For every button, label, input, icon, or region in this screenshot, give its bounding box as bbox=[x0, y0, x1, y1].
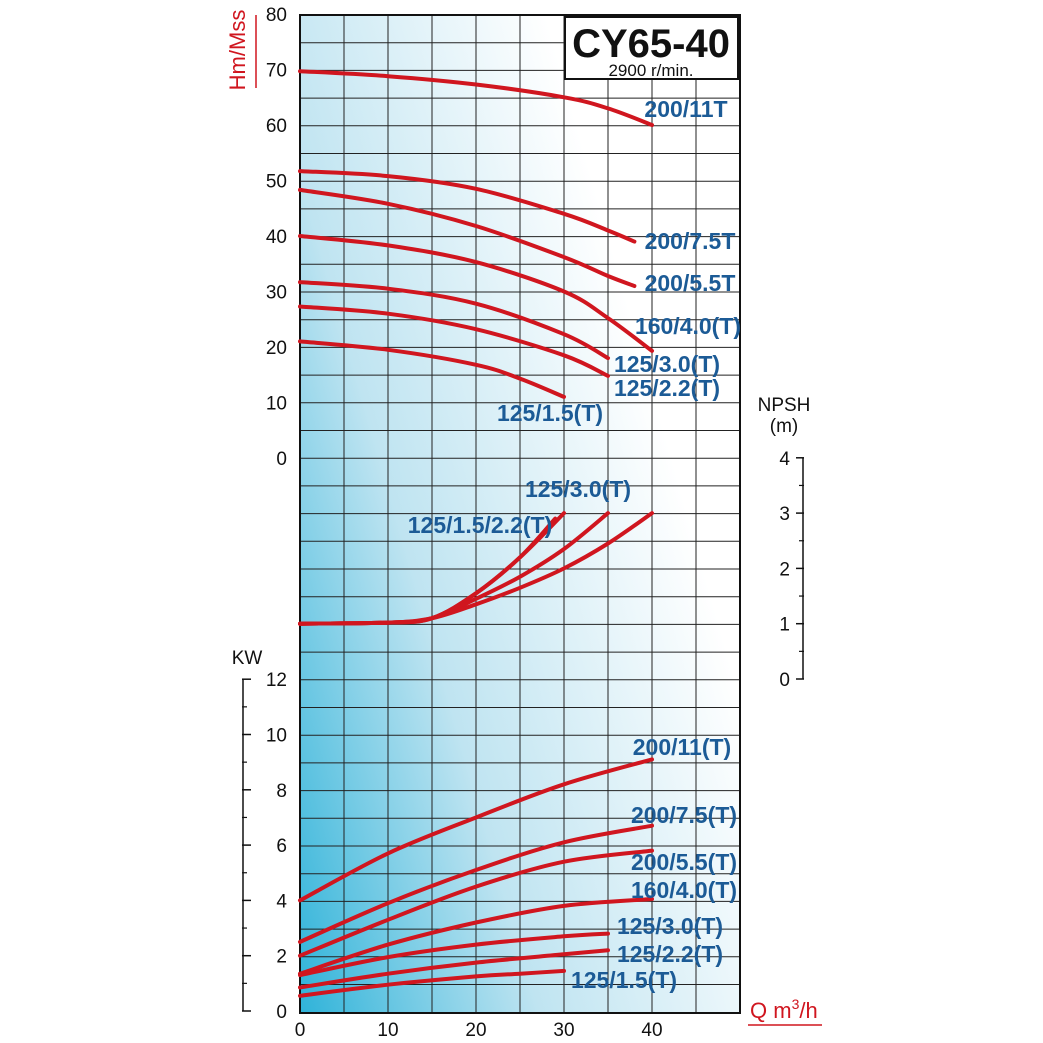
curve-labels: 200/11T 200/7.5T 200/5.5T 160/4.0(T) 125/3.0… bbox=[408, 96, 741, 993]
head-tick-label: 60 bbox=[266, 116, 287, 137]
head-tick-label: 10 bbox=[266, 394, 287, 415]
power-curve-label: 200/7.5(T) bbox=[631, 802, 737, 828]
flow-axis-title-sup: 3 bbox=[792, 996, 800, 1012]
power-curve bbox=[298, 931, 610, 978]
head-curve-label: 160/4.0(T) bbox=[635, 313, 741, 339]
flow-tick-label: 40 bbox=[641, 1020, 662, 1041]
power-curve bbox=[298, 823, 654, 944]
head-curve bbox=[298, 234, 654, 353]
power-curve-label: 125/2.2(T) bbox=[617, 941, 723, 967]
head-curve-label: 200/7.5T bbox=[645, 228, 736, 254]
model-title: CY65-40 bbox=[572, 22, 730, 66]
flow-axis-title: Q m3/h bbox=[750, 996, 818, 1023]
head-curve bbox=[298, 304, 610, 378]
power-axis-title: KW bbox=[232, 648, 263, 669]
power-tick-label: 12 bbox=[266, 670, 287, 691]
power-curve-label: 200/5.5(T) bbox=[631, 849, 737, 875]
model-speed: 2900 r/min. bbox=[608, 61, 693, 80]
head-curve-label: 200/5.5T bbox=[645, 270, 736, 296]
head-curve-label: 125/2.2(T) bbox=[614, 375, 720, 401]
head-tick-label: 20 bbox=[266, 338, 287, 359]
power-tick-label: 0 bbox=[276, 1002, 287, 1023]
curves bbox=[298, 69, 654, 998]
head-tick-label: 70 bbox=[266, 61, 287, 82]
power-curve-label: 125/1.5(T) bbox=[571, 967, 677, 993]
head-tick-label: 30 bbox=[266, 283, 287, 304]
power-curve bbox=[298, 968, 566, 998]
power-curve bbox=[298, 948, 610, 990]
power-tick-label: 2 bbox=[276, 947, 287, 968]
head-curve bbox=[298, 280, 610, 361]
power-curve-label: 200/11(T) bbox=[633, 734, 731, 760]
power-tick-label: 6 bbox=[276, 836, 287, 857]
head-tick-label: 50 bbox=[266, 172, 287, 193]
power-tick-label: 8 bbox=[276, 781, 287, 802]
head-curve-label: 200/11T bbox=[644, 96, 727, 122]
head-axis-title: Hm/Mss bbox=[225, 10, 250, 91]
npsh-tick-label: 3 bbox=[779, 504, 790, 525]
plot-border bbox=[299, 14, 741, 1014]
flow-axis-title-tail: /h bbox=[799, 998, 817, 1023]
npsh-tick-label: 4 bbox=[779, 449, 790, 470]
flow-axis-title-main: Q m bbox=[750, 998, 792, 1023]
head-curve-label: 125/1.5(T) bbox=[497, 400, 603, 426]
flow-tick-label: 30 bbox=[553, 1020, 574, 1041]
flow-tick-label: 10 bbox=[377, 1020, 398, 1041]
npsh-tick-label: 2 bbox=[779, 559, 790, 580]
power-curve bbox=[298, 757, 654, 903]
head-tick-label: 40 bbox=[266, 227, 287, 248]
flow-tick-label: 0 bbox=[295, 1020, 306, 1041]
npsh-axis-unit: (m) bbox=[770, 416, 798, 437]
power-curve bbox=[298, 848, 654, 958]
npsh-curve bbox=[298, 511, 654, 626]
npsh-tick-label: 0 bbox=[779, 670, 790, 691]
npsh-curve-label: 125/1.5/2.2(T) bbox=[408, 512, 552, 538]
flow-tick-label: 20 bbox=[465, 1020, 486, 1041]
head-tick-label: 0 bbox=[276, 449, 287, 470]
model-title-box: CY65-40 2900 r/min. bbox=[564, 16, 739, 80]
power-curve bbox=[298, 897, 654, 976]
npsh-axis-title: NPSH bbox=[758, 395, 811, 416]
power-tick-label: 4 bbox=[276, 891, 287, 912]
head-tick-label: 80 bbox=[266, 5, 287, 26]
head-curve bbox=[298, 169, 637, 244]
power-curve-label: 160/4.0(T) bbox=[631, 877, 737, 903]
npsh-curve-label: 125/3.0(T) bbox=[525, 476, 631, 502]
head-curve bbox=[298, 187, 637, 288]
power-tick-label: 10 bbox=[266, 726, 287, 747]
head-curve bbox=[298, 339, 566, 399]
head-curve-label: 125/3.0(T) bbox=[614, 351, 720, 377]
head-curve bbox=[298, 69, 654, 127]
power-curve-label: 125/3.0(T) bbox=[617, 913, 723, 939]
npsh-tick-label: 1 bbox=[779, 615, 790, 636]
